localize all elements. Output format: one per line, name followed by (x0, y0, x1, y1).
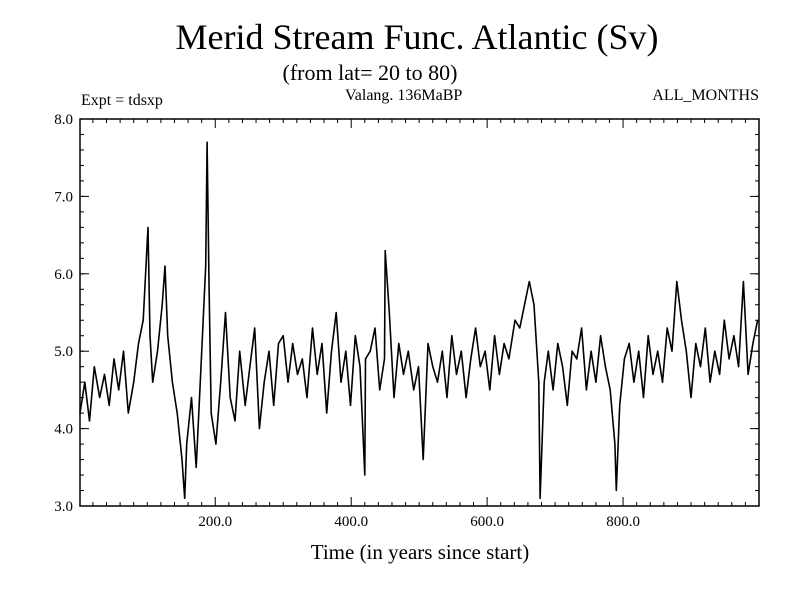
series-lines (79, 141, 759, 500)
chart-subtitle: (from lat= 20 to 80) (282, 60, 458, 85)
axis-tick-labels: 3.0 4.0 5.0 6.0 7.0 8.0 200.0 400.0 600.0 800.0 (54, 112, 640, 530)
months-label: ALL_MONTHS (652, 87, 759, 104)
y-tick-label: 8.0 (54, 112, 73, 128)
y-tick-label: 5.0 (54, 344, 73, 360)
axis-ticks (80, 118, 759, 507)
y-tick-label: 7.0 (54, 189, 73, 205)
y-tick-label: 3.0 (54, 499, 73, 515)
experiment-label: Expt = tdsxp (81, 92, 163, 109)
x-axis-label: Time (in years since start) (310, 540, 530, 564)
x-tick-label: 600.0 (470, 514, 504, 530)
x-tick-label: 200.0 (198, 514, 232, 530)
plot-frame (79, 118, 760, 507)
y-tick-label: 4.0 (54, 422, 73, 438)
period-label: Valang. 136MaBP (345, 87, 463, 104)
x-tick-label: 800.0 (606, 514, 640, 530)
y-tick-label: 6.0 (54, 267, 73, 283)
x-tick-label: 400.0 (334, 514, 368, 530)
chart-title: Merid Stream Func. Atlantic (Sv) (175, 17, 659, 57)
series-line (79, 141, 759, 500)
